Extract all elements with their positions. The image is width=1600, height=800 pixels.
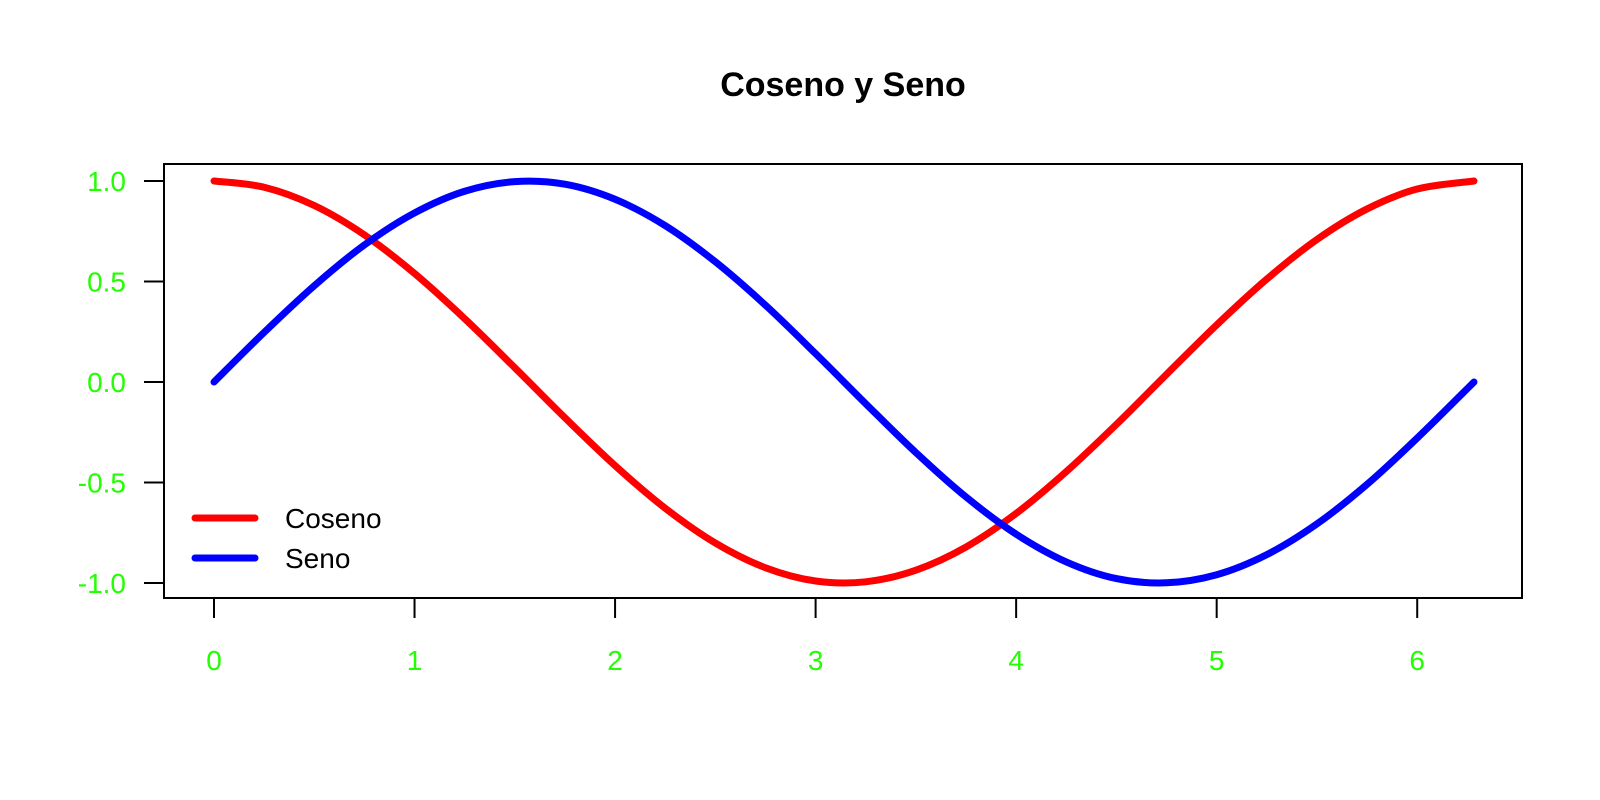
legend-label-coseno: Coseno (285, 503, 382, 534)
x-tick-label: 6 (1409, 645, 1425, 676)
series-line-coseno (210, 177, 1478, 587)
y-axis: 1.0 0.5 0.0 -0.5 -1.0 (78, 166, 164, 599)
x-tick-label: 3 (808, 645, 824, 676)
x-tick-label: 1 (407, 645, 423, 676)
y-tick-label: -1.0 (78, 568, 126, 599)
series-line-seno (210, 177, 1478, 587)
legend: Coseno Seno (191, 503, 382, 574)
x-tick-label: 4 (1008, 645, 1024, 676)
y-tick-label: 0.0 (87, 367, 126, 398)
x-tick-label: 5 (1209, 645, 1225, 676)
legend-label-seno: Seno (285, 543, 350, 574)
y-tick-label: 1.0 (87, 166, 126, 197)
x-axis: 0 1 2 3 4 5 6 (206, 598, 1425, 676)
x-tick-label: 0 (206, 645, 222, 676)
x-tick-label: 2 (607, 645, 623, 676)
y-tick-label: -0.5 (78, 468, 126, 499)
chart-title: Coseno y Seno (720, 66, 966, 104)
y-tick-label: 0.5 (87, 267, 126, 298)
series-layer (210, 177, 1478, 587)
